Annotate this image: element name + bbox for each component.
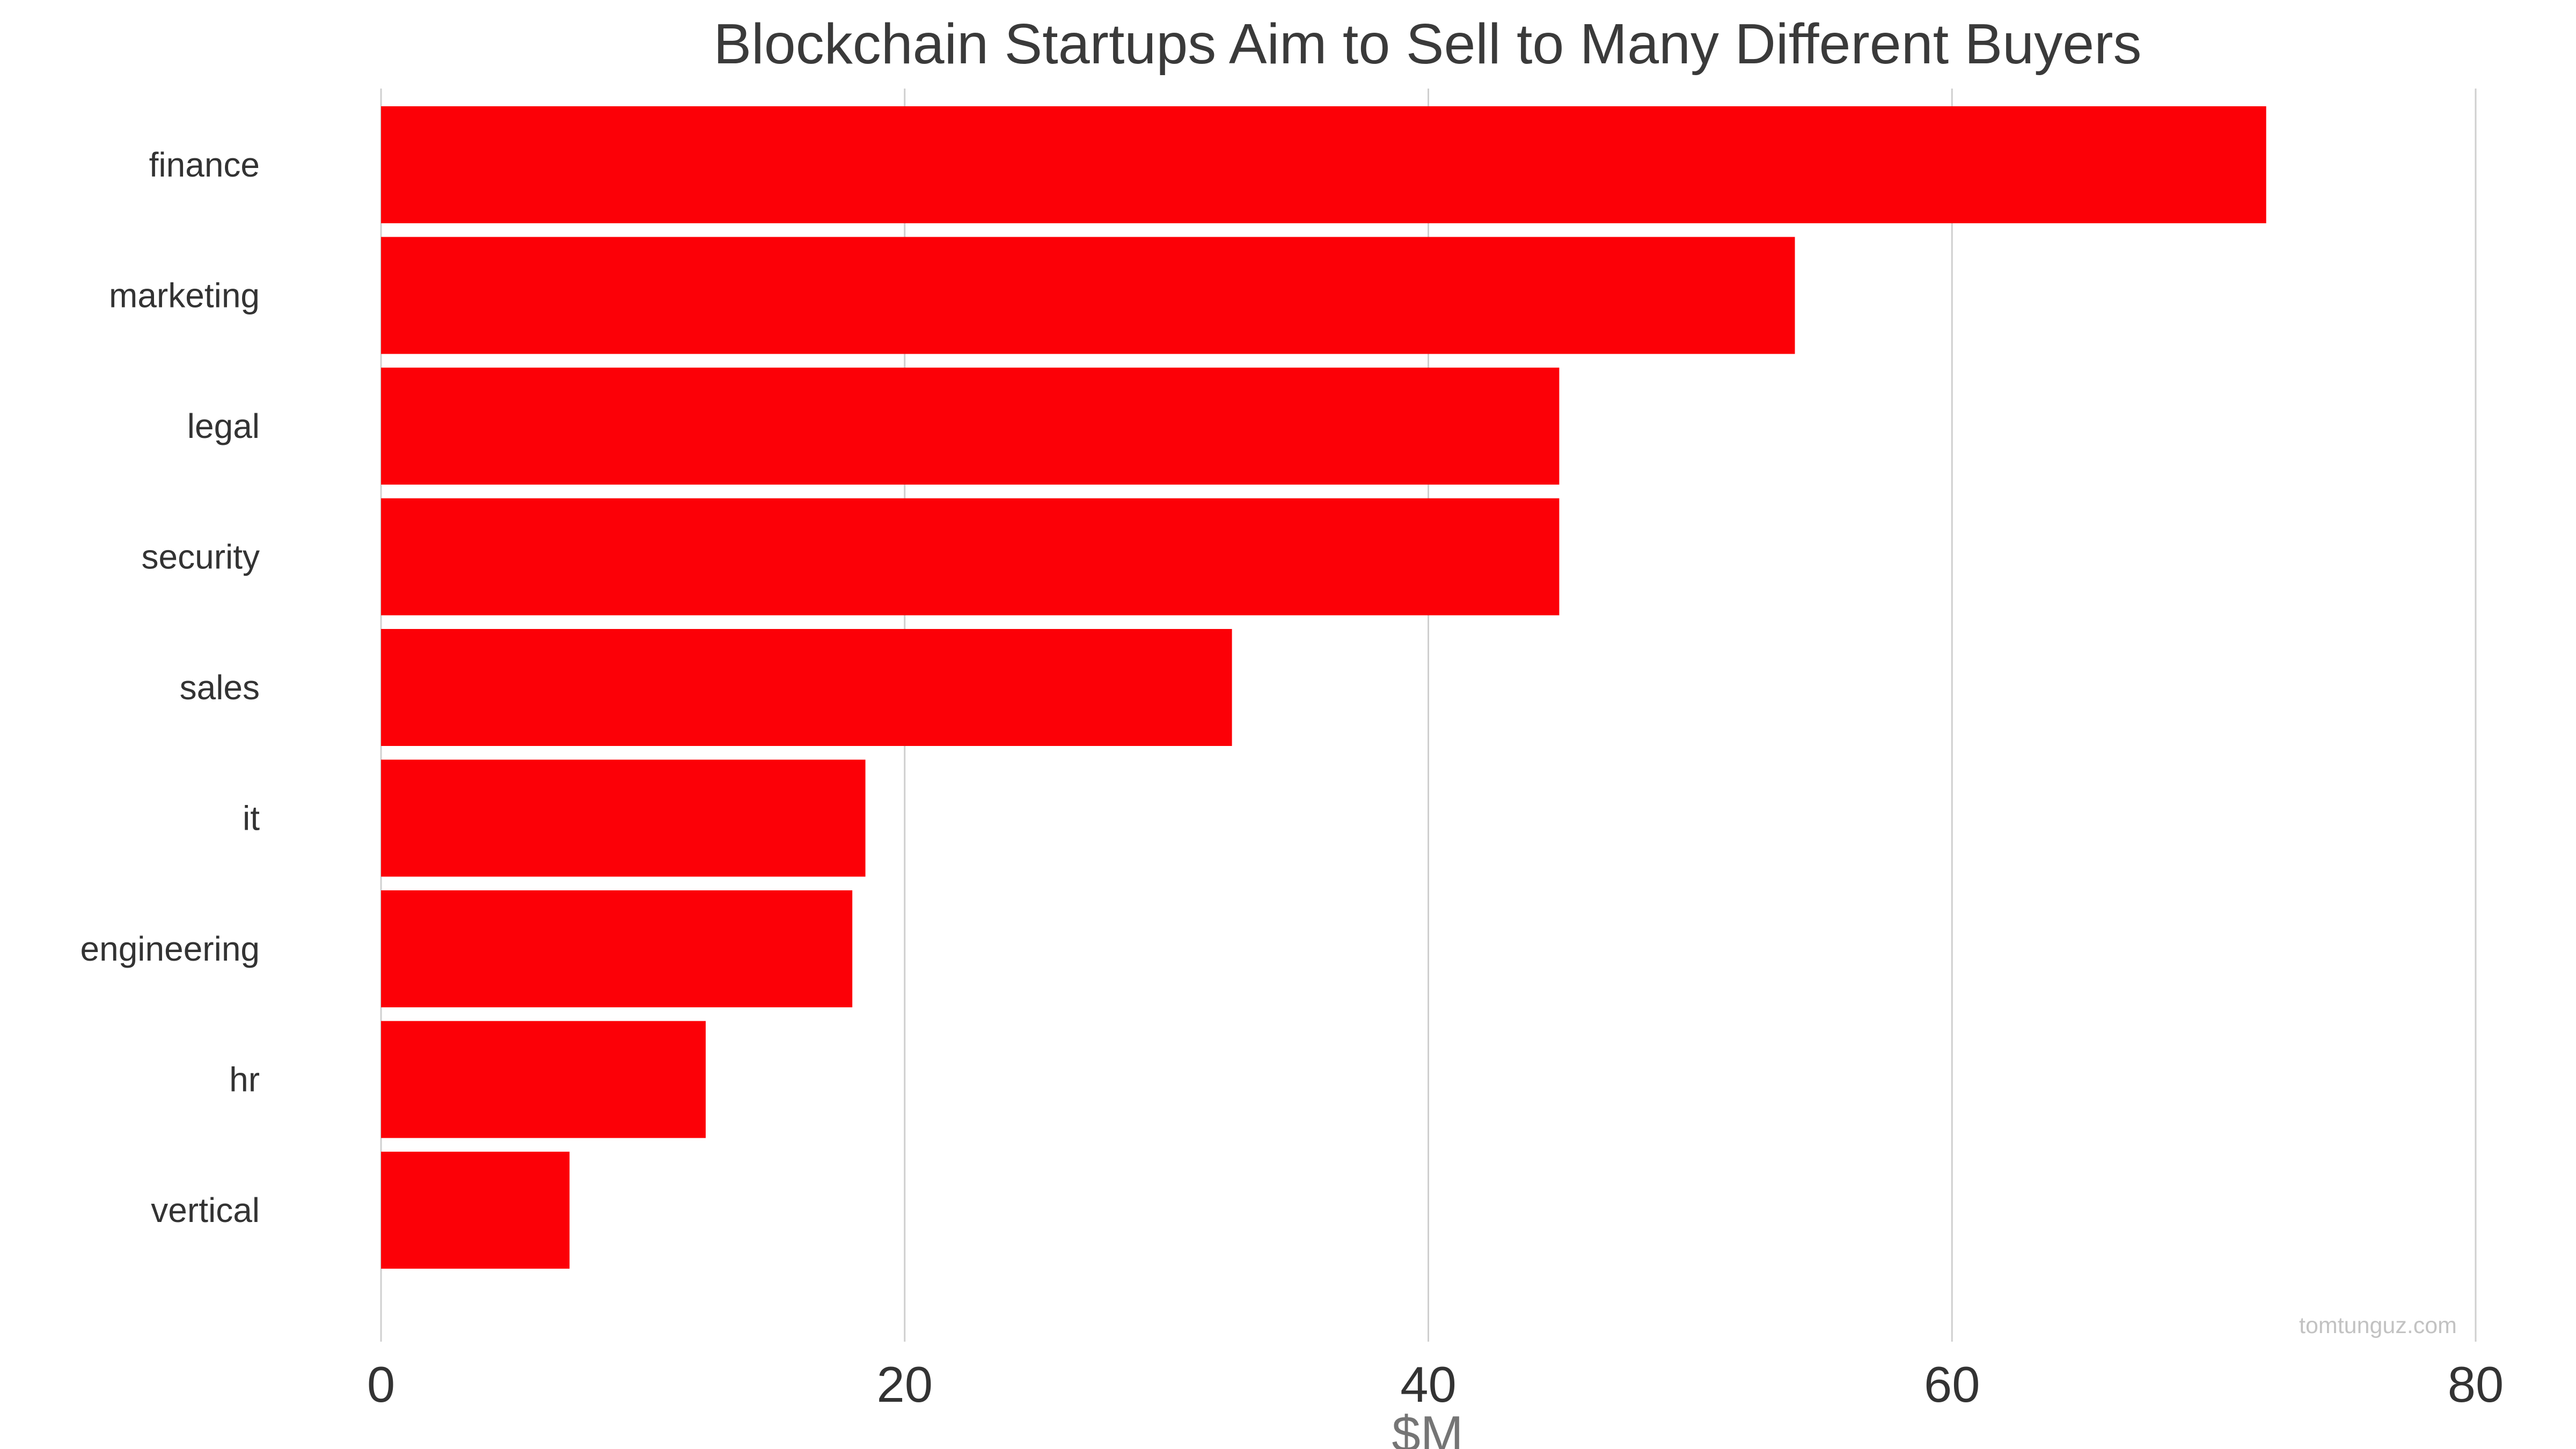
x-tick-label-0: 0 [367, 1356, 395, 1413]
x-tick-label-20: 20 [876, 1356, 933, 1413]
category-label-vertical: vertical [151, 1191, 260, 1230]
x-tick-label-40: 40 [1400, 1356, 1457, 1413]
bar-hr [381, 1021, 706, 1138]
x-tick-label-80: 80 [2448, 1356, 2504, 1413]
category-label-it: it [243, 799, 260, 838]
bar-security [381, 498, 1560, 616]
watermark: tomtunguz.com [2299, 1313, 2457, 1338]
bar-engineering [381, 890, 853, 1007]
bar-finance [381, 106, 2266, 223]
category-label-security: security [142, 538, 260, 576]
category-label-engineering: engineering [80, 930, 260, 968]
bar-marketing [381, 237, 1795, 354]
category-label-marketing: marketing [109, 276, 260, 315]
bars [381, 106, 2266, 1269]
bar-it [381, 759, 866, 877]
chart-title: Blockchain Startups Aim to Sell to Many … [713, 12, 2141, 76]
x-tick-label-60: 60 [1924, 1356, 1980, 1413]
bar-vertical [381, 1152, 570, 1269]
bar-legal [381, 368, 1560, 485]
bar-sales [381, 629, 1232, 746]
x-axis-label: $M [1392, 1406, 1463, 1449]
category-label-hr: hr [229, 1060, 260, 1099]
category-label-finance: finance [149, 145, 260, 184]
x-tick-labels: 0 20 40 60 80 [367, 1356, 2504, 1413]
category-labels: finance marketing legal security sales it engi… [80, 145, 260, 1230]
category-label-sales: sales [180, 668, 260, 707]
category-label-legal: legal [187, 407, 260, 445]
